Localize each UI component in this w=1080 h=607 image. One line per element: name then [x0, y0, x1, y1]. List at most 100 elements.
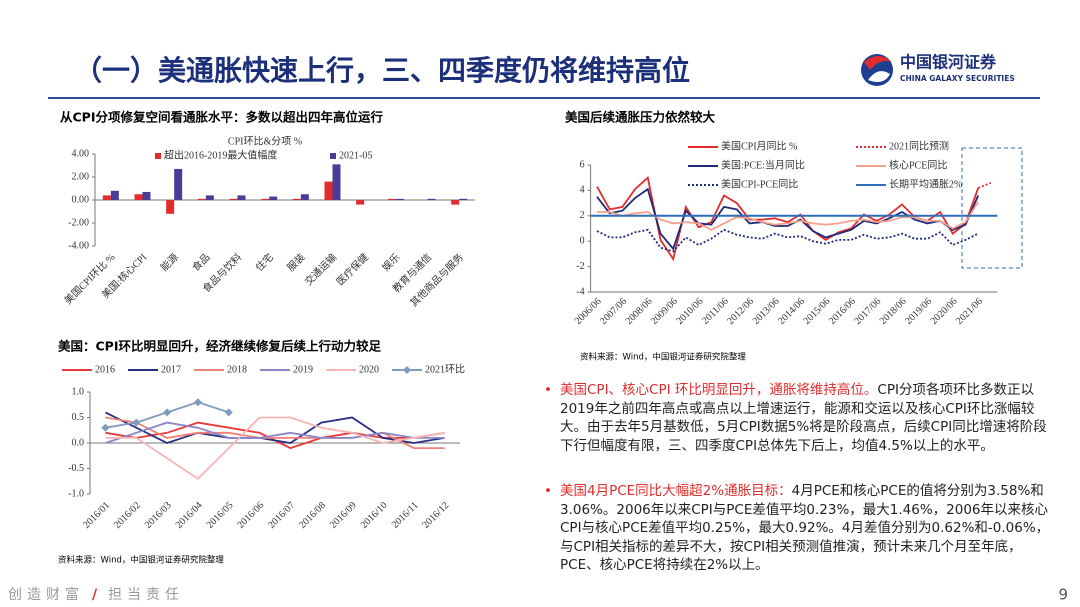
bullet: 美国4月PCE同比大幅超2%通胀目标：4月PCE和核心PCE的值将分别为3.58… — [540, 482, 1058, 575]
legend-label: 2019 — [293, 364, 313, 375]
x-tick-label: 能源 — [158, 251, 181, 274]
line — [596, 228, 979, 253]
slogan: 创造财富 — [8, 586, 84, 603]
logo-en: CHINA GALAXY SECURITIES — [900, 74, 1015, 83]
x-tick-label: 2009/06 — [649, 296, 680, 327]
legend-label: 2018 — [227, 364, 247, 375]
y-tick-label: -2.00 — [68, 217, 89, 228]
x-tick-label: 2018/06 — [878, 296, 909, 327]
x-tick-label: 2016/04 — [174, 500, 205, 531]
bar — [300, 194, 309, 200]
slide-title: （一）美通胀快速上行，三、四季度仍将维持高位 — [74, 54, 690, 87]
legend-label: 美国CPI-PCE同比 — [721, 177, 798, 190]
bar — [332, 164, 341, 200]
y-tick-label: 0.00 — [72, 194, 90, 205]
y-tick-label: -4.00 — [68, 240, 89, 251]
line — [596, 187, 980, 251]
legend-label: 美国CPI月同比 % — [721, 139, 797, 152]
logo-cn: 中国银河证券 — [900, 53, 997, 72]
line — [105, 416, 445, 480]
point — [163, 408, 172, 417]
line — [105, 421, 445, 444]
y-tick-label: 4 — [580, 185, 585, 196]
bar — [166, 200, 175, 214]
bullet-lead: 美国4月PCE同比大幅超2%通胀目标： — [560, 483, 792, 499]
x-tick-label: 2016/02 — [112, 500, 143, 531]
y-tick-label: 6 — [580, 159, 585, 170]
x-tick-label: 食品 — [189, 251, 212, 274]
source: 资料来源：Wind，中国银河证券研究院整理 — [58, 555, 224, 566]
legend-label: 美国:PCE:当月同比 — [721, 158, 805, 171]
bullet-text: CPI分项各项环比多数正以2019年之前四年高点或高点以上增速运行，能源和交运以… — [560, 382, 1047, 454]
x-tick-label: 2014/06 — [776, 296, 807, 327]
bar — [356, 200, 365, 205]
x-tick-label: 2017/06 — [852, 296, 883, 327]
bar — [197, 198, 206, 200]
x-tick-label: 2008/06 — [624, 296, 655, 327]
bar — [142, 191, 151, 200]
legend-swatch — [155, 153, 161, 159]
x-tick-label: 2007/06 — [598, 296, 629, 327]
legend-label: 长期平均通胀2% — [889, 178, 962, 190]
bar — [395, 198, 404, 200]
x-tick-label: 2016/05 — [205, 500, 236, 531]
chart-subtitle: 从CPI分项修复空间看通胀水平：多数以超出四年高位运行 — [60, 110, 383, 125]
legend-label: 2016 — [95, 364, 115, 375]
bar — [102, 195, 111, 200]
legend-label: 2020 — [359, 364, 379, 375]
line — [105, 411, 445, 444]
legend-label: 2021环比 — [425, 363, 465, 375]
x-tick-label: 住宅 — [253, 251, 276, 274]
source: 资料来源：Wind，中国银河证券研究院整理 — [580, 352, 746, 363]
x-tick-label: 2010/06 — [674, 296, 705, 327]
x-tick-label: 2021/06 — [954, 296, 985, 327]
y-tick-label: 1.0 — [72, 386, 85, 397]
x-tick-label: 2016/11 — [390, 500, 421, 531]
slogan: 担当责任 — [108, 587, 184, 603]
chart-title: CPI环比&分项 % — [228, 135, 302, 147]
line — [597, 201, 979, 231]
y-tick-label: -1.0 — [68, 488, 84, 499]
line — [105, 416, 445, 449]
y-tick-label: 4.00 — [72, 148, 90, 159]
y-tick-label: 0 — [580, 235, 585, 246]
bullet-lead: 美国CPI、核心CPI 环比明显回升，通胀将维持高位。 — [560, 382, 878, 398]
y-tick-label: 2.00 — [72, 171, 90, 182]
bar — [261, 198, 270, 200]
x-tick-label: 2016/12 — [420, 500, 451, 531]
x-tick-label: 2015/06 — [802, 296, 833, 327]
bullet: 美国CPI、核心CPI 环比明显回升，通胀将维持高位。CPI分项各项环比多数正以… — [540, 381, 1058, 455]
legend-label: 核心PCE同比 — [889, 158, 947, 171]
x-tick-label: 2016/10 — [359, 500, 390, 531]
highlight-box — [961, 147, 1023, 269]
chart-subtitle: 美国后续通胀压力依然较大 — [565, 110, 716, 125]
bar — [292, 198, 301, 200]
legend-label: 2021-05 — [339, 150, 372, 161]
bar — [205, 195, 214, 200]
x-tick-label: 2020/06 — [929, 296, 960, 327]
bar — [229, 198, 238, 200]
bar — [269, 196, 278, 200]
bar — [459, 198, 468, 200]
bullet-text: 4月PCE和核心PCE的值将分别为3.58%和3.06%。2006年以来CPI与… — [560, 483, 1050, 573]
slogan-slash: / — [92, 587, 98, 603]
x-tick-label: 2016/06 — [235, 500, 266, 531]
legend-label: 超出2016-2019最大值幅度 — [164, 148, 277, 161]
x-tick-label: 2011/06 — [700, 296, 731, 327]
x-tick-label: 2019/06 — [903, 296, 934, 327]
x-tick-label: 医疗保健 — [333, 251, 370, 288]
legend-swatch — [330, 153, 336, 159]
bar — [324, 181, 333, 200]
legend-marker — [403, 366, 411, 374]
logo — [861, 54, 893, 86]
legend-label: 2021同比预测 — [889, 139, 949, 152]
bar — [134, 194, 143, 200]
x-tick-label: 2013/06 — [751, 296, 782, 327]
x-tick-label: 其他商品与服务 — [407, 251, 466, 310]
x-tick-label: 娱乐 — [379, 251, 402, 274]
chart-subtitle: 美国：CPI环比明显回升，经济继续修复后续上行动力较足 — [58, 339, 381, 354]
y-tick-label: 0.0 — [72, 437, 85, 448]
x-tick-label: 2016/07 — [266, 500, 297, 531]
bar — [110, 190, 119, 200]
